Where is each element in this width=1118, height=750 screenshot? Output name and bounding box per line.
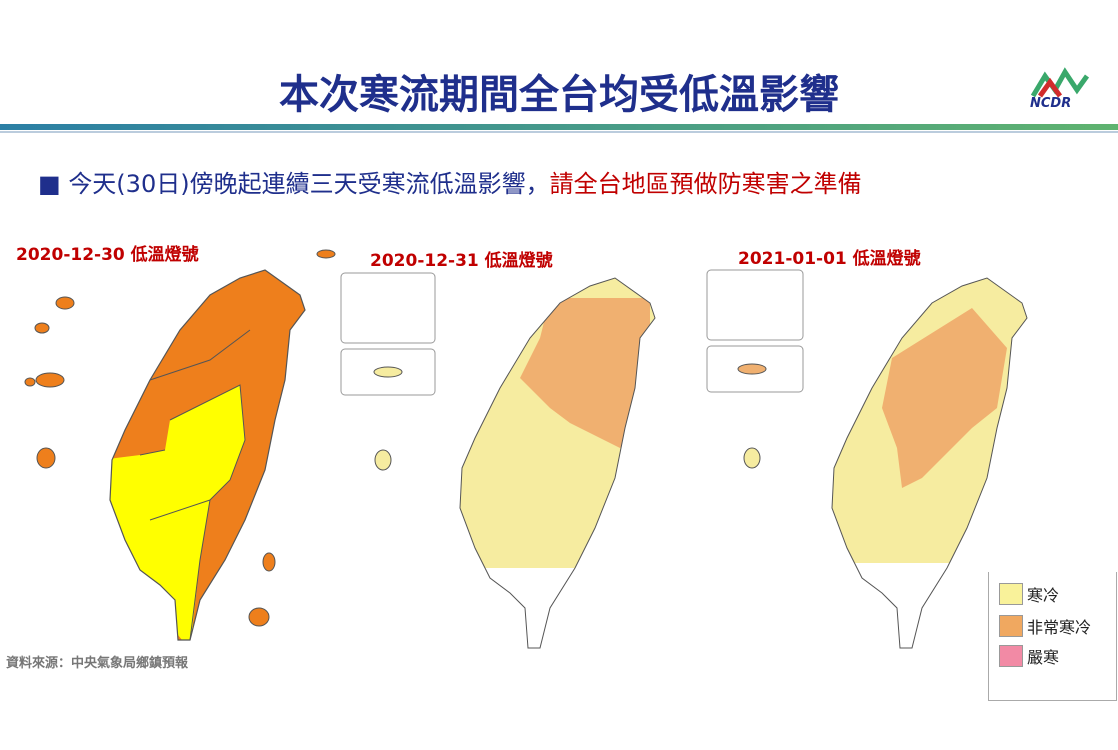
bullet-text: 今天(30日)傍晚起連續三天受寒流低溫影響， <box>68 170 550 198</box>
source: 資料來源：中央氣象局鄉鎮預報 <box>6 656 189 671</box>
map-1231 <box>459 277 656 649</box>
bullet: ■ 今天(30日)傍晚起連續三天受寒流低溫影響，請全台地區預做防寒害之準備 <box>38 170 862 198</box>
legend-item: 寒冷 <box>999 582 1059 606</box>
legend: 寒冷 非常寒冷 嚴寒 <box>988 572 1117 701</box>
legend-label: 寒冷 <box>1027 586 1060 605</box>
legend-item: 嚴寒 <box>999 644 1059 668</box>
header-line <box>0 131 1118 133</box>
legend-item: 非常寒冷 <box>999 614 1091 638</box>
header-bar <box>0 124 1118 130</box>
legend-label: 非常寒冷 <box>1027 618 1092 637</box>
map-label: 2020-12-31 低溫燈號 <box>370 251 553 271</box>
logo-mark <box>1030 67 1090 98</box>
map-label: 2020-12-30 低溫燈號 <box>16 245 199 265</box>
map-label: 2021-01-01 低溫燈號 <box>738 249 921 269</box>
islands <box>373 363 767 471</box>
inset-boxes <box>340 269 804 396</box>
title: 本次寒流期間全台均受低溫影響 <box>279 72 839 118</box>
legend-label: 嚴寒 <box>1027 648 1060 667</box>
bullet-highlight: 請全台地區預做防寒害之準備 <box>549 170 862 198</box>
map-1230 <box>24 249 336 641</box>
logo-text: NCDR <box>1030 96 1072 111</box>
